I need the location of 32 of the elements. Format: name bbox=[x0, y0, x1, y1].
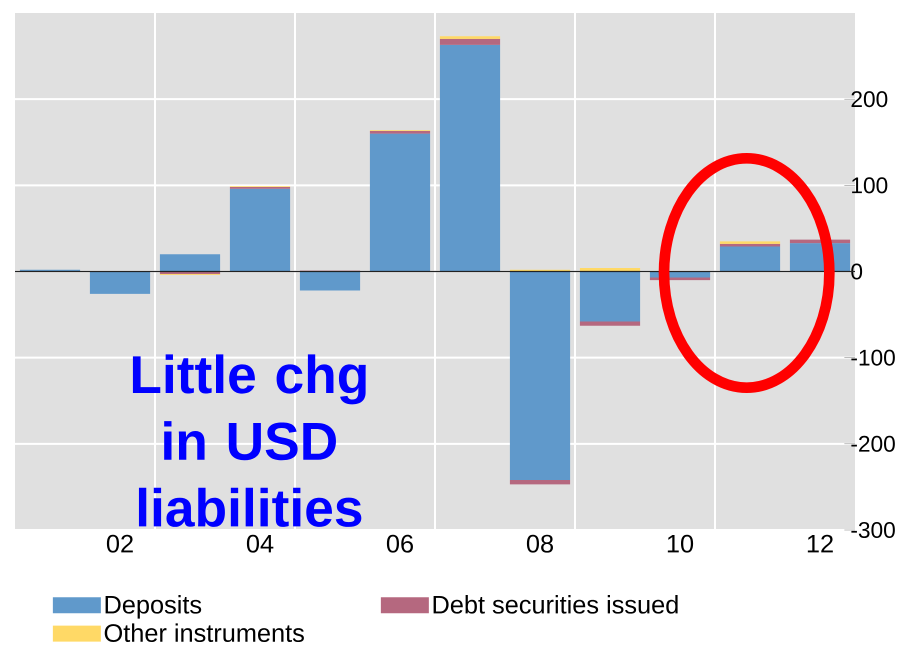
bar bbox=[440, 44, 500, 272]
y-tick-label: -300 bbox=[851, 522, 895, 538]
bar bbox=[90, 272, 150, 294]
bar bbox=[440, 38, 500, 45]
bar bbox=[510, 480, 570, 484]
annotation: Little chg in USD liabilities bbox=[132, 354, 366, 527]
legend-label: Other instruments bbox=[104, 623, 304, 642]
bar bbox=[300, 272, 360, 290]
bar bbox=[720, 241, 780, 244]
y-tick-label: -100 bbox=[851, 350, 895, 366]
y-tick-label: 100 bbox=[852, 177, 888, 194]
bar bbox=[230, 188, 290, 272]
y-tick-label: 200 bbox=[852, 91, 888, 108]
x-tick-label: 08 bbox=[526, 534, 553, 553]
x-tick-label: 02 bbox=[106, 534, 133, 553]
x-tick-label: 10 bbox=[668, 534, 694, 553]
legend-label: Debt securities issued bbox=[434, 595, 678, 614]
bar bbox=[720, 246, 780, 272]
y-tick-label: -200 bbox=[851, 436, 895, 452]
bar bbox=[510, 272, 570, 480]
bar bbox=[580, 321, 640, 326]
x-tick-label: 06 bbox=[386, 534, 413, 553]
y-tick-label: 0 bbox=[851, 263, 862, 280]
bar bbox=[580, 272, 640, 322]
bar bbox=[160, 254, 220, 272]
bar bbox=[440, 36, 500, 39]
legend-label: Deposits bbox=[106, 595, 202, 619]
bar bbox=[370, 131, 430, 134]
bar bbox=[370, 134, 430, 272]
bar bbox=[720, 244, 780, 247]
x-tick-label: 12 bbox=[808, 534, 833, 552]
x-tick-label: 04 bbox=[246, 534, 274, 553]
